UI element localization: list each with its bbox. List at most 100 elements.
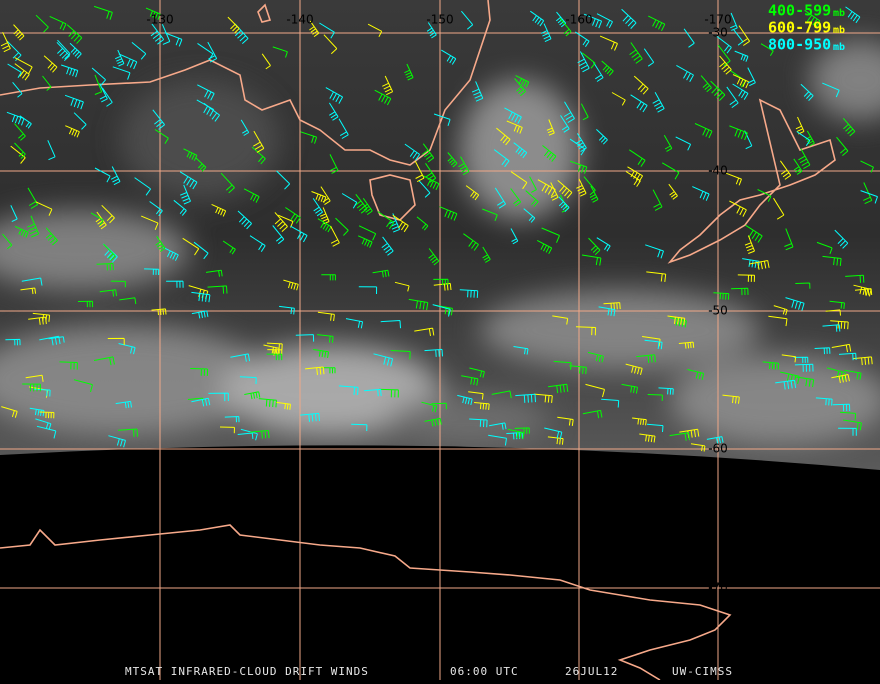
wind-barb (822, 82, 840, 98)
wind-barb (323, 34, 338, 55)
wind-barb (374, 89, 392, 106)
latitude-label: -60 (708, 442, 728, 456)
wind-barb (108, 435, 126, 448)
wind-barb (101, 87, 113, 107)
latitude-label: -30 (708, 26, 728, 40)
longitude-label: -170 (704, 13, 731, 27)
wind-barb (781, 354, 797, 363)
footer-source: UW-CIMSS (672, 665, 733, 678)
wind-barb (312, 198, 324, 217)
wind-barb (722, 394, 740, 404)
wind-barb (645, 244, 664, 259)
wind-barb (506, 120, 523, 134)
wind-barb (603, 302, 621, 310)
wind-barb (692, 186, 710, 201)
wind-barb (380, 320, 401, 329)
footer-date: 26JUL12 (565, 665, 618, 678)
wind-barb (515, 393, 536, 403)
wind-barb (599, 35, 618, 51)
wind-barb (726, 86, 739, 109)
wind-barb (569, 365, 587, 375)
wind-barb (183, 148, 198, 161)
wind-barb (234, 23, 249, 44)
wind-barb (424, 348, 443, 357)
wind-barb (390, 350, 411, 360)
wind-barb (506, 432, 523, 440)
wind-barb (164, 32, 183, 47)
wind-barb (839, 411, 857, 420)
wind-barb (424, 417, 442, 427)
wind-barb (14, 123, 26, 141)
wind-barb (546, 119, 555, 136)
wind-barb (266, 353, 283, 361)
wind-barb (559, 18, 572, 37)
wind-barb (621, 8, 637, 29)
wind-barb (351, 423, 368, 432)
wind-barb (56, 41, 70, 62)
wind-barb (795, 282, 811, 289)
wind-barb (94, 167, 111, 183)
wind-barb (134, 177, 152, 196)
wind-barb (117, 428, 138, 437)
wind-barb (661, 162, 680, 180)
wind-barb (300, 412, 320, 422)
wind-barb (585, 383, 605, 398)
wind-barb (648, 15, 666, 32)
wind-barb (652, 189, 663, 211)
wind-barb (341, 193, 358, 209)
legend-label: 600-799 (768, 19, 831, 37)
wind-barb (646, 423, 664, 433)
wind-barb (458, 156, 470, 176)
wind-barb (706, 436, 724, 444)
wind-barb (191, 397, 211, 407)
footer-title: MTSAT INFRARED-CLOUD DRIFT WINDS (125, 665, 369, 678)
wind-barb (523, 208, 536, 223)
wind-barb (569, 138, 586, 156)
wind-barb (716, 36, 732, 54)
wind-barb (20, 287, 37, 295)
wind-barb (272, 225, 285, 245)
wind-barb (237, 210, 252, 230)
latitude-label: -50 (708, 304, 728, 318)
wind-barb (773, 197, 785, 220)
wind-barb (372, 269, 390, 278)
wind-barb (853, 356, 873, 366)
wind-barb (144, 268, 160, 276)
wind-barb (14, 225, 29, 238)
wind-barb (800, 83, 814, 101)
wind-barb (732, 83, 749, 100)
wind-barb (432, 304, 451, 317)
wind-barb (749, 260, 770, 270)
wind-barb (845, 274, 865, 283)
wind-barb (829, 300, 845, 309)
wind-barb (831, 374, 850, 384)
wind-barb (491, 390, 512, 399)
wind-barb (652, 91, 665, 113)
wind-barb (844, 369, 862, 380)
wind-barb (29, 407, 45, 417)
wind-barb (785, 297, 805, 311)
wind-barb (211, 203, 227, 217)
wind-barb (760, 43, 774, 57)
wind-barb (596, 13, 613, 29)
wind-barb (589, 185, 599, 203)
wind-barb (152, 109, 165, 130)
wind-barb (779, 371, 800, 385)
wind-barb (463, 233, 479, 251)
wind-barb (237, 432, 254, 439)
wind-barb (77, 300, 94, 308)
wind-barb (667, 315, 686, 326)
wind-barb (433, 278, 449, 286)
wind-barb (28, 316, 47, 325)
wind-barb (154, 129, 169, 144)
wind-barb (91, 67, 106, 86)
wind-barb (633, 75, 649, 95)
wind-barb (35, 14, 49, 33)
wind-barb (330, 225, 340, 247)
wind-barb (838, 352, 857, 361)
wind-barb (428, 248, 440, 266)
wind-barb (737, 274, 755, 282)
wind-barb (14, 57, 33, 75)
wind-barb (276, 170, 291, 190)
